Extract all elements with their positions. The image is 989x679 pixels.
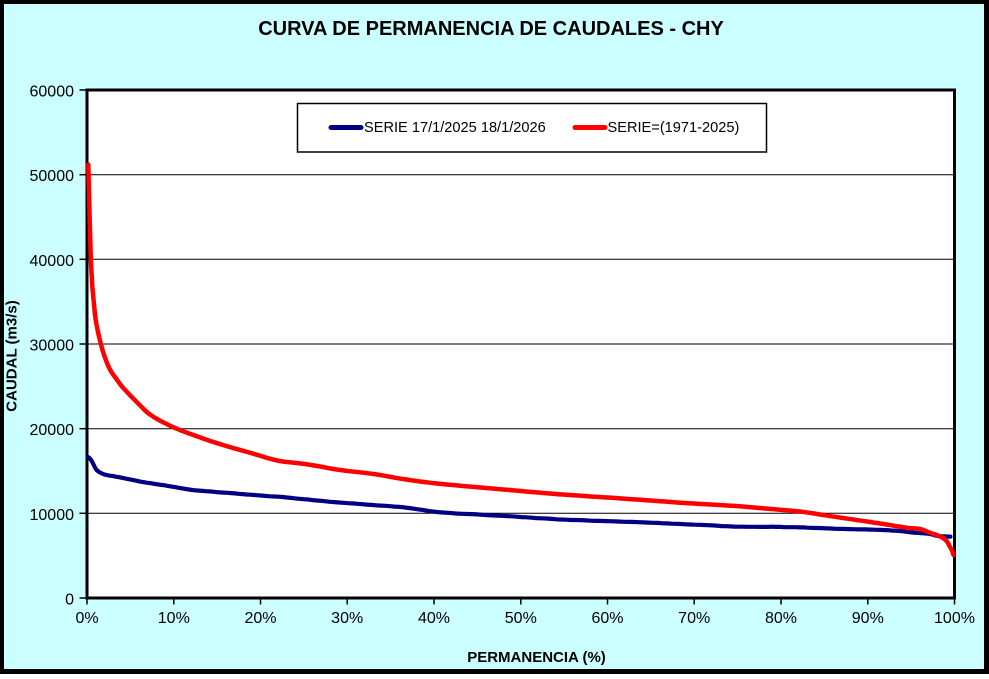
svg-text:20000: 20000	[30, 422, 75, 439]
svg-text:90%: 90%	[852, 610, 884, 627]
svg-text:PERMANENCIA (%): PERMANENCIA (%)	[467, 649, 606, 666]
svg-text:CURVA DE PERMANENCIA DE CAUDAL: CURVA DE PERMANENCIA DE CAUDALES - CHY	[258, 18, 724, 40]
svg-text:100%: 100%	[934, 610, 975, 627]
svg-text:80%: 80%	[765, 610, 797, 627]
svg-text:30%: 30%	[331, 610, 363, 627]
svg-text:50%: 50%	[505, 610, 537, 627]
svg-text:60%: 60%	[591, 610, 623, 627]
svg-text:0: 0	[65, 592, 74, 609]
svg-text:70%: 70%	[678, 610, 710, 627]
svg-text:SERIE=(1971-2025): SERIE=(1971-2025)	[608, 120, 740, 136]
svg-text:10000: 10000	[30, 507, 75, 524]
svg-text:50000: 50000	[30, 168, 75, 185]
svg-text:SERIE 17/1/2025 18/1/2026: SERIE 17/1/2025 18/1/2026	[364, 120, 546, 136]
svg-text:0%: 0%	[75, 610, 98, 627]
svg-text:30000: 30000	[30, 338, 75, 355]
svg-text:10%: 10%	[158, 610, 190, 627]
svg-text:60000: 60000	[30, 84, 75, 101]
svg-text:40000: 40000	[30, 253, 75, 270]
svg-text:CAUDAL (m3/s): CAUDAL (m3/s)	[4, 300, 21, 411]
svg-text:20%: 20%	[244, 610, 276, 627]
svg-text:40%: 40%	[418, 610, 450, 627]
